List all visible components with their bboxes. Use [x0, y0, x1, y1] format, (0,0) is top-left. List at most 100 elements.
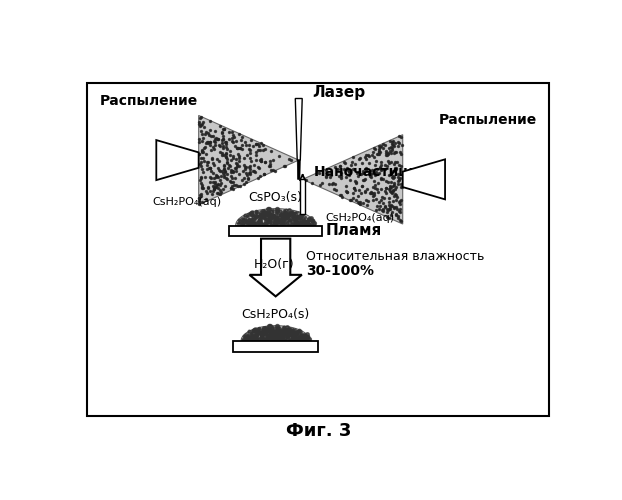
Point [215, 186, 225, 194]
Point [253, 140, 262, 148]
Point [212, 172, 222, 179]
Point [351, 196, 361, 203]
Point [242, 152, 252, 160]
Point [226, 174, 236, 182]
Point [227, 168, 237, 175]
Point [384, 202, 394, 209]
Point [378, 208, 388, 216]
Point [222, 170, 232, 177]
Point [218, 142, 228, 150]
Point [388, 167, 397, 175]
Point [241, 163, 251, 171]
Point [366, 190, 376, 198]
Point [239, 162, 249, 170]
Point [241, 163, 251, 171]
Point [368, 168, 378, 176]
Point [251, 151, 261, 159]
Point [369, 182, 379, 190]
Point [375, 202, 385, 210]
Point [387, 174, 397, 182]
Point [380, 187, 390, 195]
Point [386, 144, 396, 152]
Point [245, 164, 255, 172]
Point [358, 198, 368, 206]
Point [201, 194, 211, 202]
Point [232, 162, 242, 170]
Point [376, 158, 386, 166]
Point [207, 154, 216, 162]
Point [372, 202, 382, 210]
Point [340, 165, 350, 173]
Point [383, 208, 392, 216]
Point [388, 182, 397, 190]
Point [375, 148, 385, 156]
Point [265, 160, 275, 168]
Point [213, 164, 223, 172]
Point [384, 194, 394, 202]
Point [386, 182, 396, 190]
Point [209, 184, 219, 192]
Point [374, 164, 384, 172]
Point [202, 158, 212, 166]
Point [260, 158, 270, 166]
Point [217, 151, 227, 159]
Point [237, 140, 247, 148]
Point [218, 126, 228, 134]
Point [373, 188, 383, 196]
Polygon shape [241, 326, 310, 341]
Point [392, 138, 402, 145]
Point [210, 178, 220, 186]
Point [217, 149, 227, 157]
Point [226, 184, 236, 192]
Point [341, 182, 351, 190]
Point [205, 164, 215, 172]
Point [212, 156, 222, 164]
Point [345, 176, 355, 184]
Bar [300, 180, 305, 214]
Point [300, 176, 310, 184]
Point [234, 157, 244, 165]
Point [258, 146, 268, 154]
Point [345, 196, 355, 204]
Point [364, 170, 374, 178]
Point [226, 178, 236, 186]
Point [350, 176, 360, 184]
Point [205, 116, 215, 124]
Point [383, 178, 392, 186]
Point [197, 146, 207, 154]
Text: Распыление: Распыление [439, 113, 537, 127]
Point [389, 160, 399, 168]
Polygon shape [295, 98, 302, 160]
Point [366, 150, 376, 158]
Point [221, 140, 231, 147]
Point [339, 158, 349, 166]
Point [379, 194, 389, 202]
Point [244, 141, 254, 149]
Point [230, 142, 239, 150]
Point [215, 168, 225, 175]
Point [374, 142, 384, 150]
Point [209, 137, 219, 145]
Point [343, 166, 353, 174]
Point [210, 135, 220, 143]
Point [364, 152, 374, 160]
Point [205, 138, 215, 146]
Point [376, 175, 386, 183]
Point [251, 148, 261, 156]
Point [227, 182, 237, 190]
Point [389, 148, 399, 156]
Point [361, 166, 371, 174]
Point [350, 160, 360, 168]
Point [210, 138, 220, 146]
Point [394, 175, 404, 183]
Point [217, 129, 227, 137]
Point [221, 150, 231, 158]
Point [396, 208, 406, 216]
Point [396, 182, 406, 190]
Text: CsH₂PO₄(aq): CsH₂PO₄(aq) [326, 213, 395, 223]
Point [215, 190, 225, 198]
Point [197, 198, 207, 206]
Point [374, 147, 384, 155]
Point [343, 172, 353, 179]
Point [366, 188, 376, 196]
